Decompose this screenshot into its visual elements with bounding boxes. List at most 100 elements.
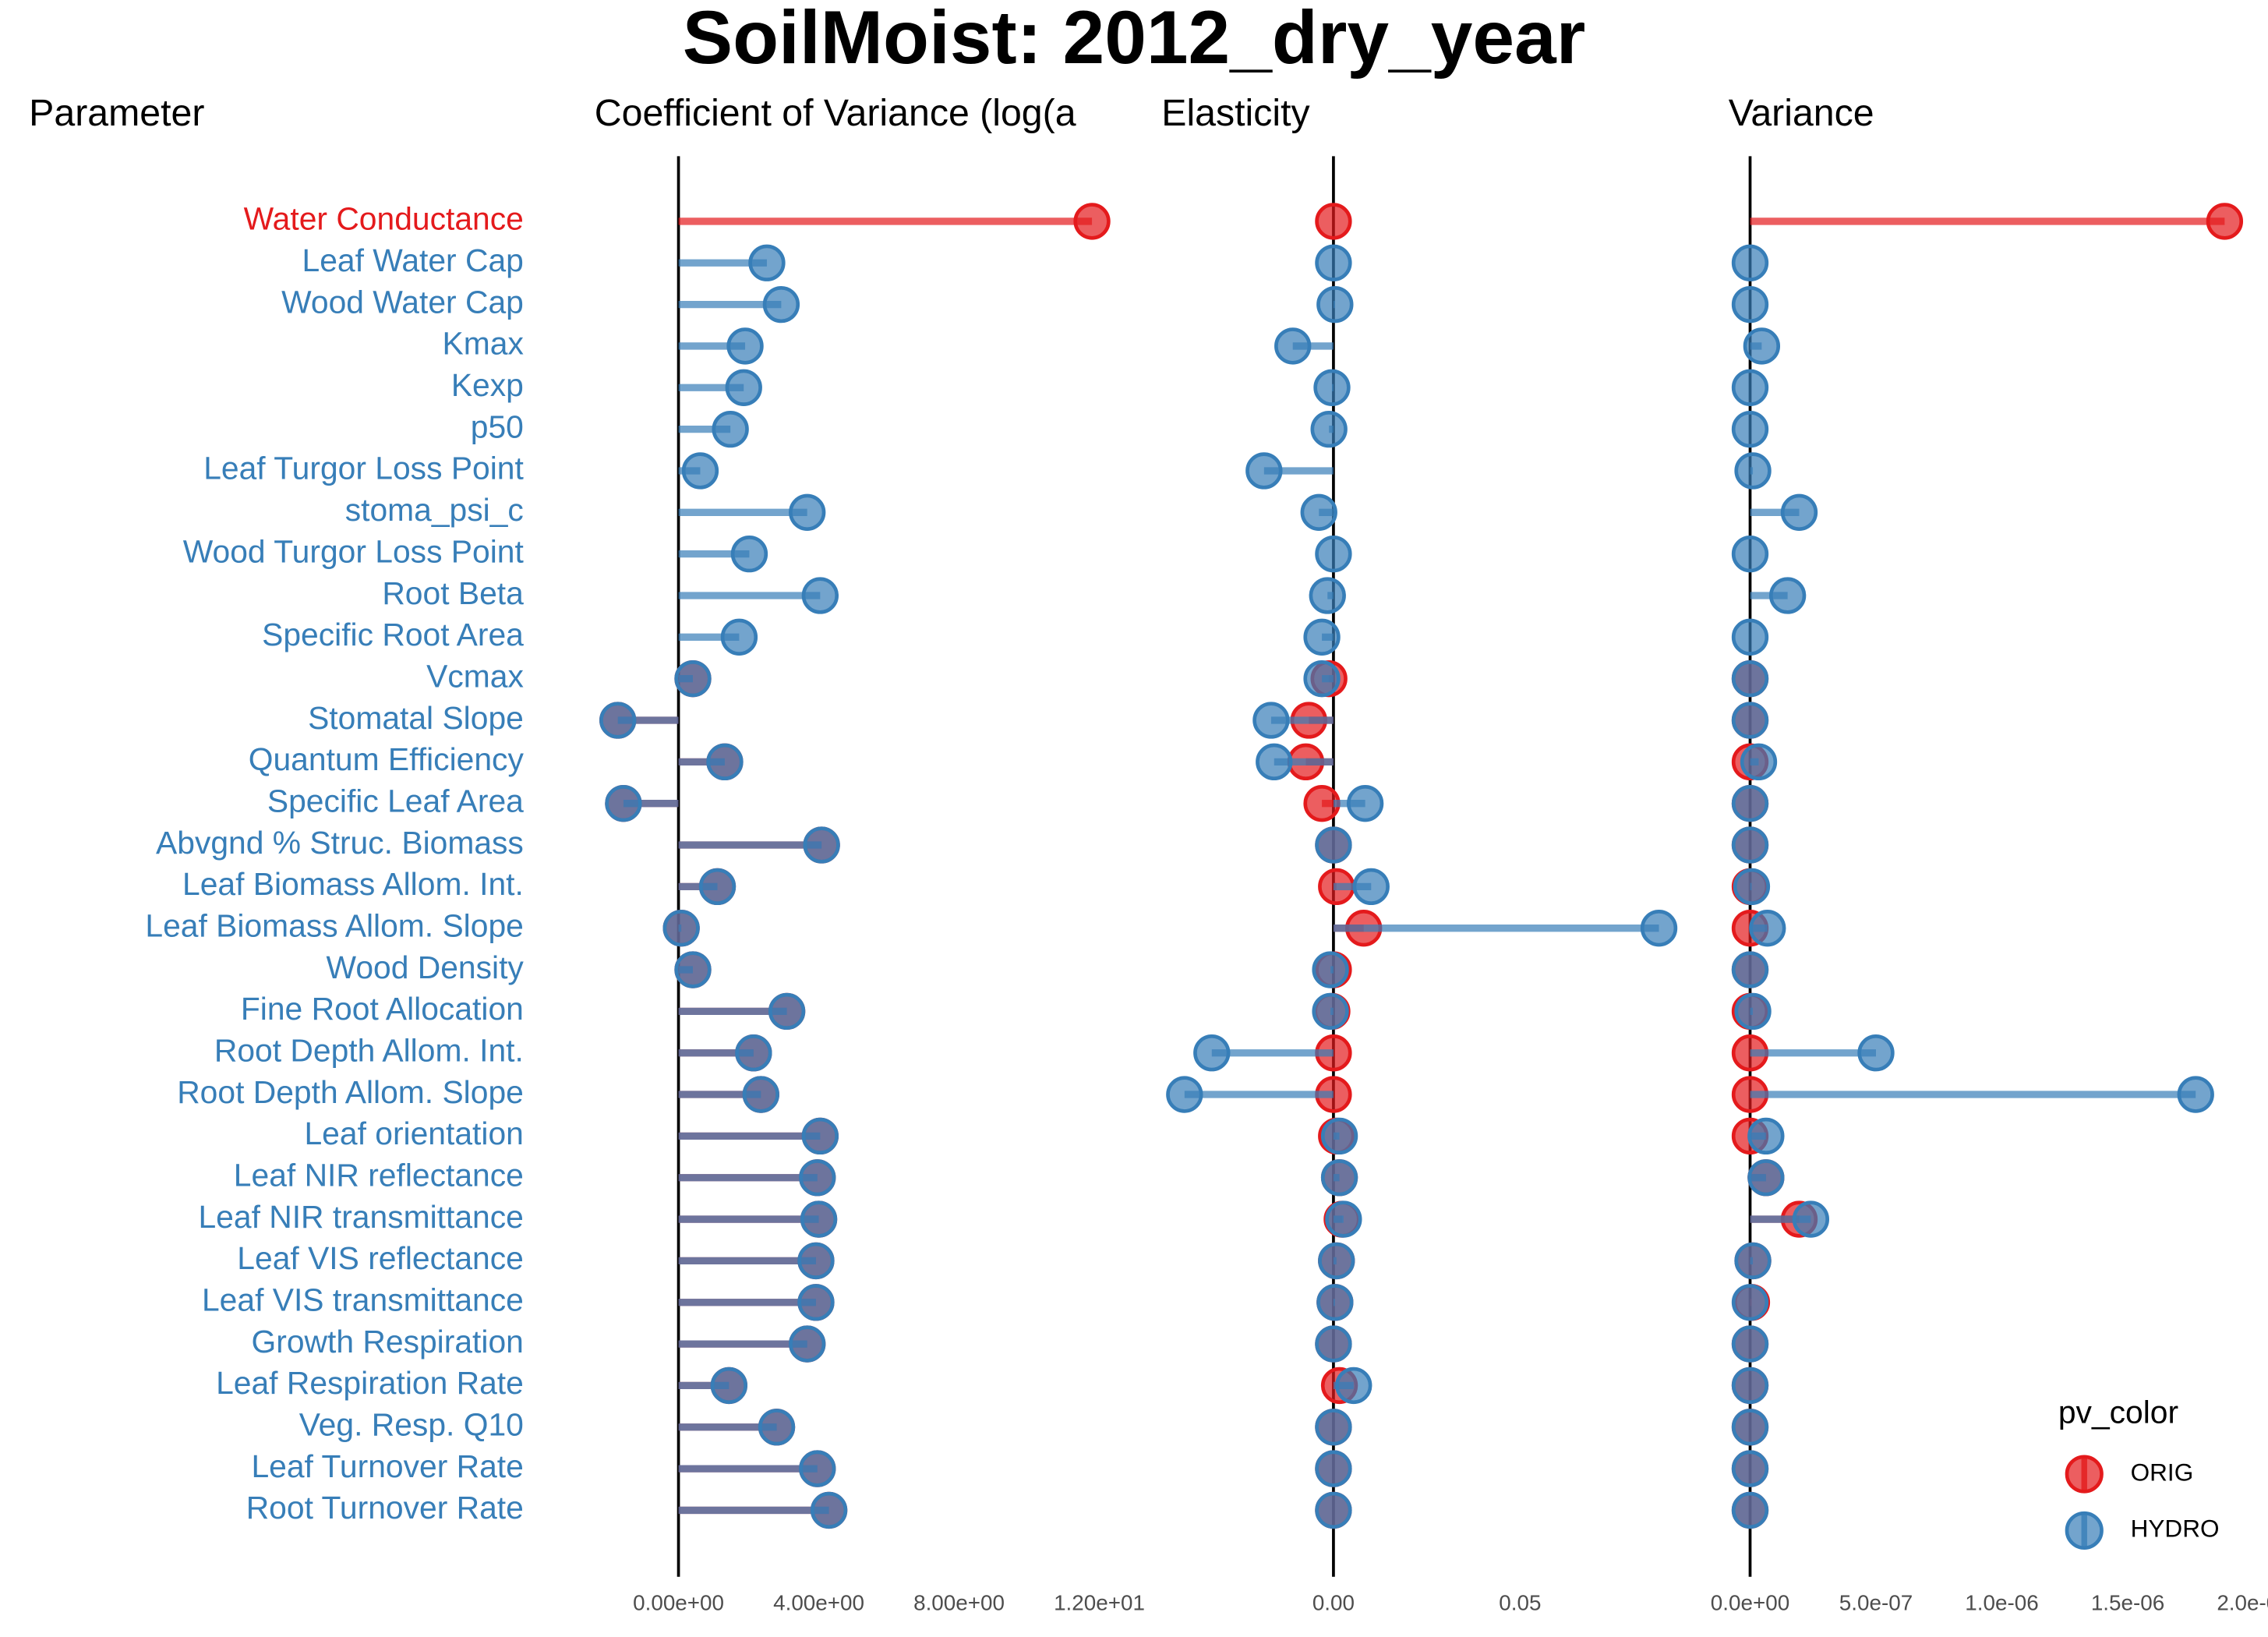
category-label: Wood Density (327, 949, 525, 985)
point (1245, 452, 1283, 490)
point (730, 535, 768, 573)
point (712, 410, 749, 448)
point (706, 743, 744, 780)
point (710, 1367, 748, 1405)
point (799, 1450, 836, 1487)
point (797, 1242, 835, 1280)
point (1733, 868, 1771, 906)
category-label: Fine Root Allocation (241, 991, 524, 1027)
point (1315, 1409, 1352, 1446)
point (1740, 743, 1778, 780)
category-label: Leaf NIR transmittance (198, 1199, 523, 1235)
point (1318, 1242, 1355, 1280)
category-label: Specific Leaf Area (267, 783, 524, 818)
category-label: Quantum Efficiency (249, 741, 525, 777)
point (1310, 410, 1348, 448)
point (1335, 1367, 1372, 1405)
point (1166, 1076, 1203, 1113)
x-tick-label: 1.5e-06 (2091, 1590, 2164, 1614)
point (762, 285, 800, 324)
point (1747, 1159, 1785, 1197)
category-label: Wood Turgor Loss Point (183, 533, 525, 569)
point (1731, 1284, 1769, 1321)
legend-label: ORIG (2131, 1458, 2194, 1486)
point (1325, 1200, 1362, 1238)
point (810, 1491, 848, 1529)
category-label: Abvgnd % Struc. Biomass (156, 825, 524, 861)
category-label: Growth Respiration (252, 1324, 524, 1359)
category-label: Water Conductance (244, 201, 524, 237)
category-label: Leaf Biomass Allom. Int. (182, 866, 524, 902)
point (1303, 659, 1341, 698)
point (674, 951, 712, 988)
point (1743, 327, 1781, 365)
x-tick-label: 2.0e-06 (2217, 1590, 2268, 1614)
point (1312, 992, 1349, 1031)
point (1731, 618, 1769, 656)
point (1320, 1117, 1358, 1155)
point (1792, 1200, 1830, 1238)
point (1312, 951, 1349, 988)
point (1352, 868, 1390, 906)
category-label: Leaf Water Cap (302, 242, 524, 278)
point (1252, 702, 1290, 739)
point (1313, 369, 1351, 406)
point (1303, 618, 1341, 656)
point (799, 1159, 836, 1197)
category-label: Kexp (451, 367, 524, 403)
point (1731, 1367, 1769, 1405)
point (1731, 285, 1769, 324)
point (720, 618, 758, 656)
point (1640, 910, 1678, 947)
point (726, 327, 764, 365)
point (1734, 452, 1772, 490)
point (1731, 826, 1769, 864)
x-tick-label: 0.0e+00 (1711, 1590, 1789, 1614)
point (1780, 493, 1818, 531)
point (789, 1325, 826, 1363)
legend-label: HYDRO (2131, 1515, 2220, 1543)
point (1300, 493, 1337, 531)
legend-title: pv_color (2058, 1395, 2178, 1430)
point (758, 1409, 796, 1446)
point (1734, 992, 1772, 1031)
point (801, 577, 839, 614)
point (803, 826, 840, 864)
x-tick-label: 5.0e-07 (1839, 1590, 1913, 1614)
point (2206, 203, 2244, 240)
point (725, 369, 762, 406)
category-label: Leaf NIR reflectance (234, 1158, 524, 1193)
point (1731, 410, 1769, 448)
point (1320, 1159, 1358, 1197)
point (1315, 1450, 1352, 1487)
point (674, 659, 712, 698)
point (797, 1284, 835, 1321)
category-label: Kmax (443, 326, 524, 362)
point (1309, 577, 1346, 614)
point (681, 452, 719, 490)
category-title: Parameter (29, 92, 204, 134)
point (1315, 1491, 1352, 1529)
point (1731, 369, 1769, 406)
point (1274, 327, 1312, 365)
point (1768, 577, 1807, 614)
point (789, 493, 826, 531)
point (698, 868, 737, 906)
point (1731, 244, 1769, 281)
point (1747, 1117, 1785, 1155)
point (801, 1117, 839, 1155)
point (605, 785, 642, 822)
panel-title: Elasticity (1161, 92, 1310, 134)
point (1315, 203, 1352, 240)
point (1316, 1284, 1354, 1321)
category-label: Vcmax (426, 658, 524, 694)
point (1073, 203, 1111, 240)
category-label: Root Depth Allom. Slope (177, 1074, 524, 1110)
point (1346, 785, 1384, 822)
x-tick-label: 1.20e+01 (1054, 1590, 1145, 1614)
point (1315, 244, 1352, 281)
point (662, 910, 700, 947)
category-label: p50 (471, 408, 524, 444)
chart-title: SoilMoist: 2012_dry_year (683, 0, 1586, 80)
